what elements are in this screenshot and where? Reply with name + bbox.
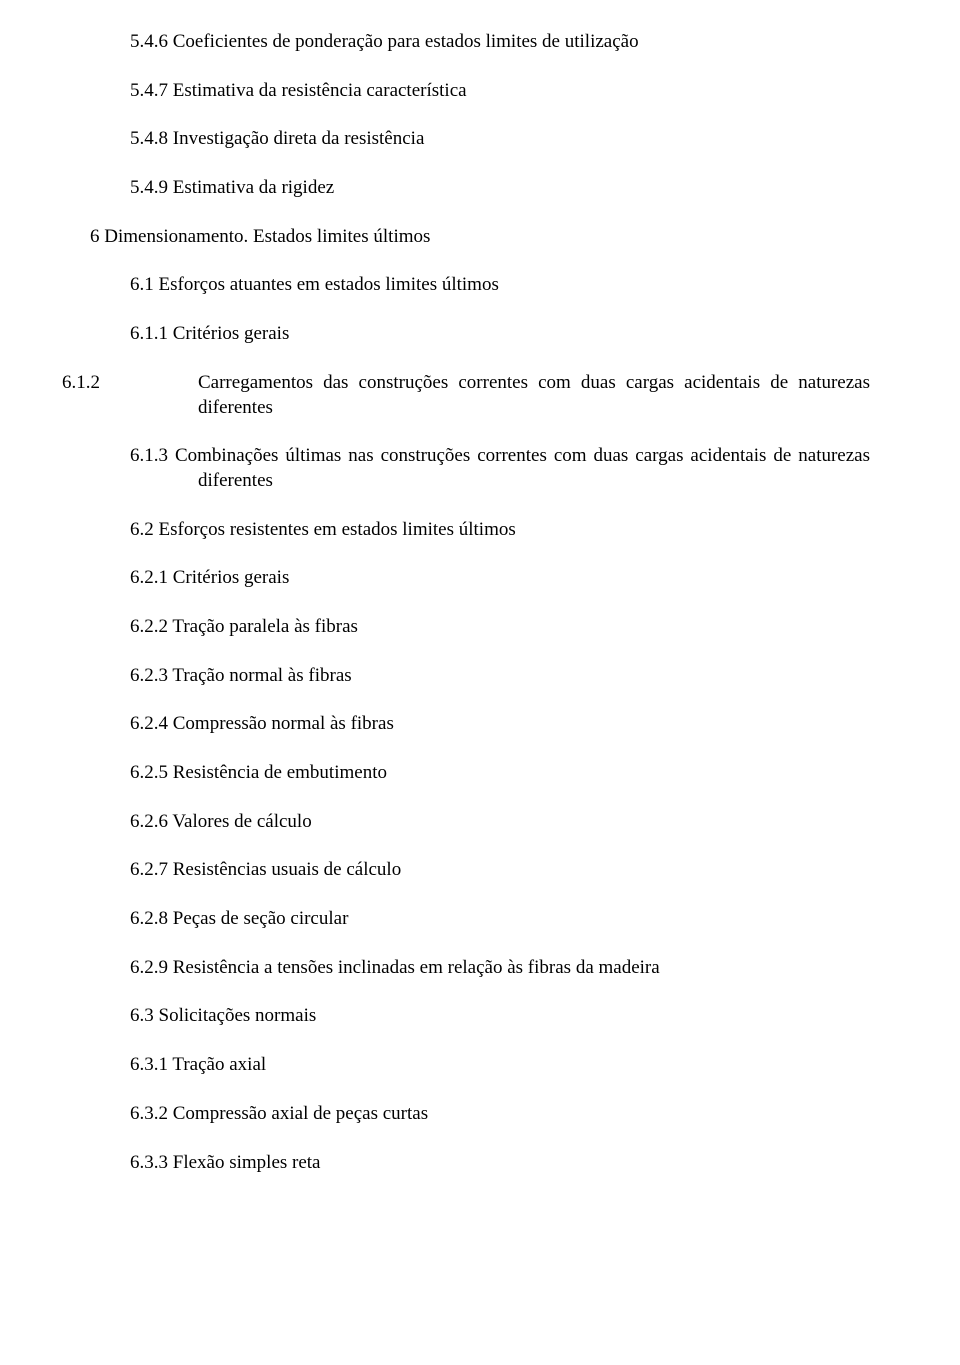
toc-number: 6.2.3 [130, 665, 168, 686]
toc-number: 6.2.9 [130, 957, 168, 978]
toc-number: 6.2.6 [130, 811, 168, 832]
toc-entry: 6.2.8 Peças de seção circular [130, 907, 870, 932]
toc-entry: 6.3.3 Flexão simples reta [130, 1151, 870, 1176]
toc-text: Flexão simples reta [173, 1152, 321, 1173]
toc-entry: 6.2.3 Tração normal às fibras [130, 664, 870, 689]
toc-number: 6.2.4 [130, 713, 168, 734]
toc-entry: 6.1 Esforços atuantes em estados limites… [130, 273, 870, 298]
toc-entry: 6.2.7 Resistências usuais de cálculo [130, 858, 870, 883]
toc-entry: 6.2.2 Tração paralela às fibras [130, 615, 870, 640]
toc-text: Tração normal às fibras [172, 665, 351, 686]
toc-text: Critérios gerais [173, 323, 290, 344]
toc-text: Resistência a tensões inclinadas em rela… [173, 957, 660, 978]
toc-entry: 5.4.7 Estimativa da resistência caracter… [130, 79, 870, 104]
toc-number: 6.1.3 [130, 445, 168, 466]
toc-entry: 6.3.1 Tração axial [130, 1053, 870, 1078]
toc-number: 5.4.6 [130, 31, 168, 52]
toc-text: Coeficientes de ponderação para estados … [173, 31, 639, 52]
toc-entry: 6.2.5 Resistência de embutimento [130, 761, 870, 786]
toc-text: Compressão normal às fibras [173, 713, 394, 734]
toc-text: Esforços resistentes em estados limites … [159, 519, 516, 540]
toc-text: Critérios gerais [173, 567, 290, 588]
toc-number: 6.2.7 [130, 859, 168, 880]
toc-text: Valores de cálculo [172, 811, 311, 832]
toc-number: 6 [90, 226, 100, 247]
toc-number: 6.3.1 [130, 1054, 168, 1075]
toc-text: Tração axial [172, 1054, 266, 1075]
toc-number: 6.2.8 [130, 908, 168, 929]
toc-entry: 6.2.4 Compressão normal às fibras [130, 712, 870, 737]
toc-text: Solicitações normais [159, 1005, 317, 1026]
toc-entry: 5.4.9 Estimativa da rigidez [130, 176, 870, 201]
toc-entry: 6.2.1 Critérios gerais [130, 566, 870, 591]
toc-entry: 5.4.6 Coeficientes de ponderação para es… [130, 30, 870, 55]
toc-entry: 6.1.2Carregamentos das construções corre… [130, 371, 870, 420]
toc-text: Compressão axial de peças curtas [173, 1103, 428, 1124]
toc-entry: 6.2.9 Resistência a tensões inclinadas e… [130, 956, 870, 981]
toc-entry: 6.1.3 Combinações últimas nas construçõe… [130, 444, 870, 493]
toc-text: Esforços atuantes em estados limites últ… [159, 274, 499, 295]
toc-number: 6.2.5 [130, 762, 168, 783]
toc-text: Carregamentos das construções correntes … [198, 372, 870, 418]
toc-text: Resistências usuais de cálculo [173, 859, 401, 880]
toc-text: Estimativa da rigidez [173, 177, 334, 198]
toc-number: 5.4.9 [130, 177, 168, 198]
toc-number: 6.1.2 [130, 371, 198, 396]
toc-number: 6.3.3 [130, 1152, 168, 1173]
toc-text: Resistência de embutimento [173, 762, 387, 783]
toc-number: 6.1.1 [130, 323, 168, 344]
toc-number: 6.1 [130, 274, 154, 295]
toc-text: Combinações últimas nas construções corr… [175, 445, 870, 491]
document-body: 5.4.6 Coeficientes de ponderação para es… [90, 30, 870, 1175]
toc-text: Peças de seção circular [173, 908, 349, 929]
toc-number: 6.2 [130, 519, 154, 540]
toc-number: 6.2.1 [130, 567, 168, 588]
toc-number: 6.3.2 [130, 1103, 168, 1124]
toc-text: Dimensionamento. Estados limites últimos [104, 226, 430, 247]
toc-entry: 6.3 Solicitações normais [130, 1004, 870, 1029]
toc-text: Estimativa da resistência característica [173, 80, 467, 101]
toc-text: Tração paralela às fibras [172, 616, 358, 637]
toc-entry: 6.3.2 Compressão axial de peças curtas [130, 1102, 870, 1127]
toc-number: 5.4.8 [130, 128, 168, 149]
toc-text: Investigação direta da resistência [173, 128, 425, 149]
toc-number: 6.3 [130, 1005, 154, 1026]
toc-number: 5.4.7 [130, 80, 168, 101]
toc-entry: 6.2.6 Valores de cálculo [130, 810, 870, 835]
toc-entry: 5.4.8 Investigação direta da resistência [130, 127, 870, 152]
toc-entry: 6 Dimensionamento. Estados limites últim… [90, 225, 870, 250]
toc-entry: 6.2 Esforços resistentes em estados limi… [130, 518, 870, 543]
toc-entry: 6.1.1 Critérios gerais [130, 322, 870, 347]
toc-number: 6.2.2 [130, 616, 168, 637]
